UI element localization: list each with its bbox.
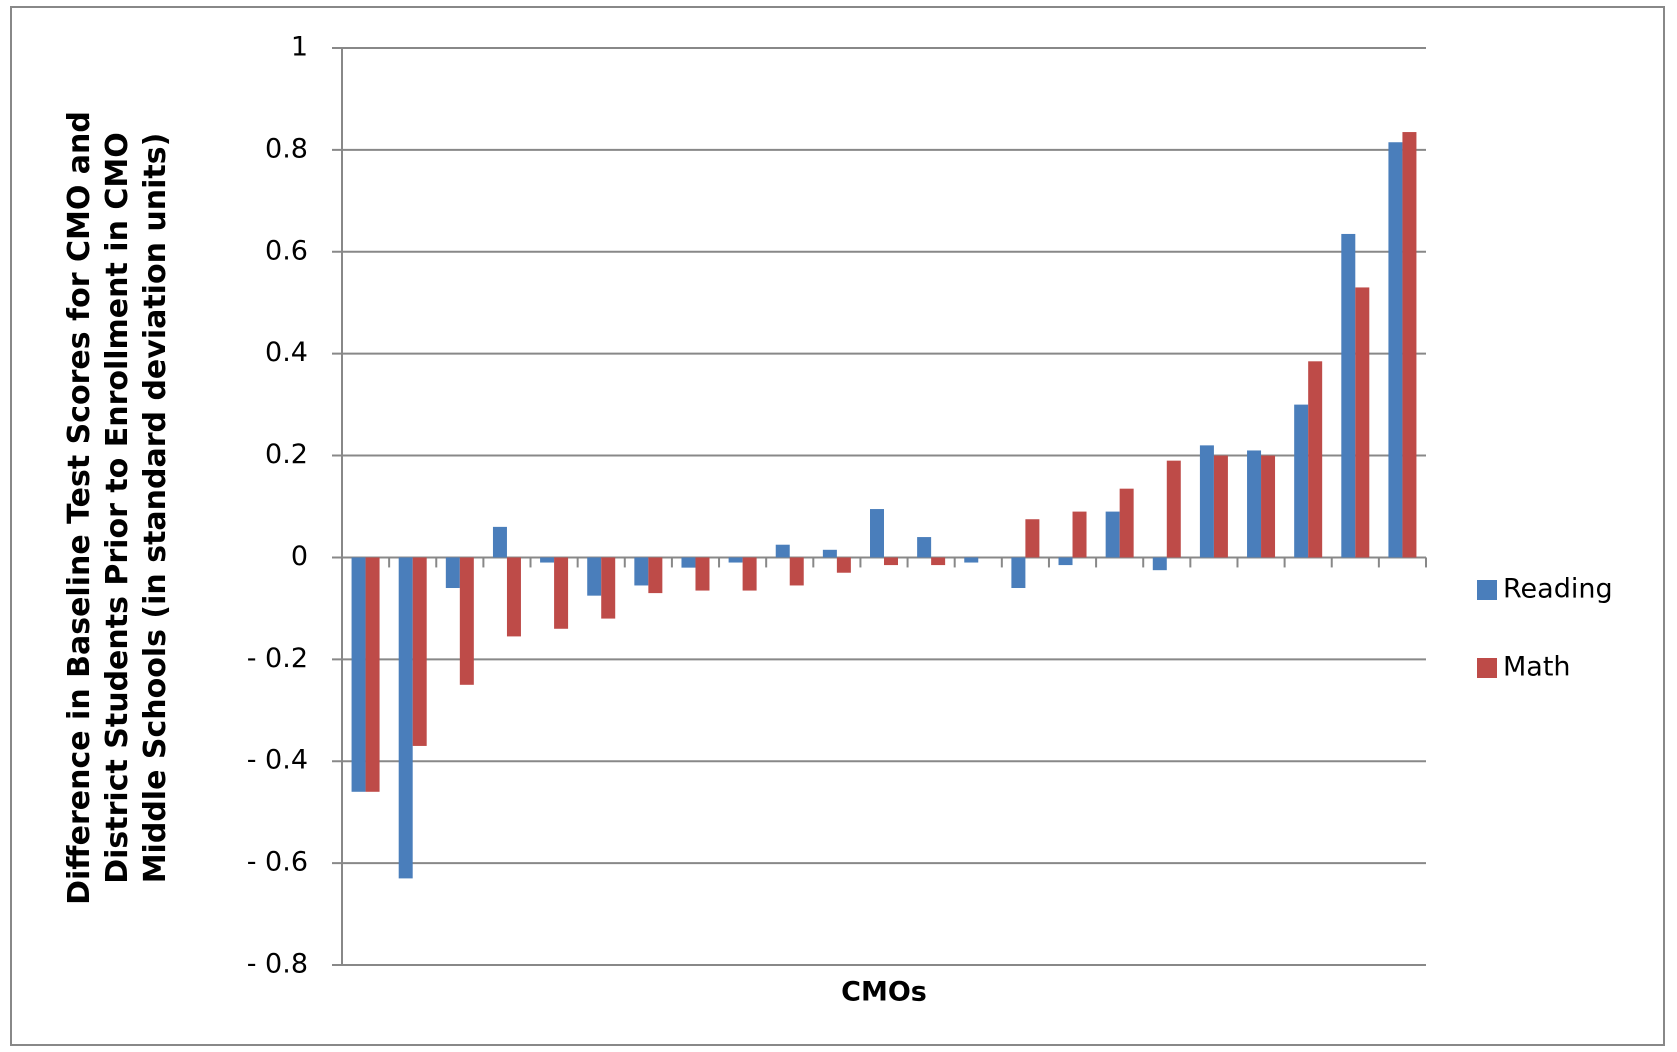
y-tick-label: - 0.8 (247, 949, 308, 980)
bar (917, 537, 932, 558)
y-tick-label: 1 (291, 32, 308, 63)
bar (1011, 557, 1026, 589)
bar (492, 526, 507, 558)
bar (540, 557, 555, 563)
bar (1247, 450, 1262, 558)
y-tick-label: - 0.2 (247, 643, 308, 674)
legend-label: Reading (1503, 574, 1613, 605)
bar (1199, 445, 1214, 558)
bar (398, 557, 413, 879)
bar (1388, 142, 1403, 558)
bar (931, 557, 946, 566)
bar (728, 557, 743, 563)
bar (836, 557, 851, 573)
bar (1152, 557, 1167, 571)
bar (681, 557, 696, 568)
bar (1105, 511, 1120, 558)
bar (634, 557, 649, 586)
bar (1294, 404, 1309, 558)
bar (695, 557, 710, 591)
bar (1355, 287, 1370, 558)
bar (1072, 511, 1087, 558)
legend-swatch (1477, 580, 1497, 600)
bar (1119, 488, 1134, 558)
y-tick-label: - 0.4 (247, 745, 308, 776)
bar (648, 557, 663, 594)
bar (964, 557, 979, 563)
bar (1261, 455, 1276, 558)
bar (506, 557, 521, 637)
legend-label: Math (1503, 652, 1571, 683)
x-axis-label: CMOs (841, 977, 927, 1008)
bar (870, 509, 884, 558)
bar (554, 557, 569, 629)
bar (822, 549, 837, 558)
bar (412, 557, 427, 746)
bar (1025, 519, 1040, 558)
legend-swatch (1477, 658, 1497, 678)
bar (1308, 361, 1323, 558)
y-tick-label: - 0.6 (247, 847, 308, 878)
y-tick-label: 0.4 (265, 337, 308, 368)
y-tick-label: 0.2 (265, 439, 308, 470)
y-tick-label: 0.8 (265, 133, 308, 164)
bar (1058, 557, 1073, 566)
y-tick-label: 0.6 (265, 235, 308, 266)
bar (587, 557, 602, 596)
bar (775, 544, 790, 558)
bar (1402, 132, 1417, 558)
y-axis-label: Difference in Baseline Test Scores for C… (62, 111, 173, 905)
bar (1341, 233, 1356, 558)
bar (884, 557, 898, 566)
bar (351, 557, 366, 792)
bar (1166, 460, 1181, 558)
bar (459, 557, 474, 685)
bar (789, 557, 804, 586)
bar (1213, 455, 1228, 558)
bar (601, 557, 616, 619)
bar (445, 557, 460, 589)
bar (742, 557, 757, 591)
chart-frame (10, 6, 1665, 1046)
bar (365, 557, 380, 792)
y-tick-label: 0 (291, 541, 308, 572)
